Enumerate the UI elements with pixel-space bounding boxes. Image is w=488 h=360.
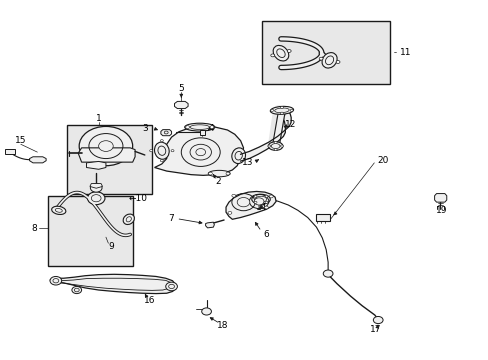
Bar <box>67 125 152 194</box>
Ellipse shape <box>123 214 134 225</box>
Circle shape <box>270 54 274 57</box>
Ellipse shape <box>251 194 270 204</box>
Circle shape <box>87 192 105 204</box>
Polygon shape <box>225 192 276 219</box>
Circle shape <box>274 141 277 144</box>
Text: 19: 19 <box>435 206 446 215</box>
Text: 11: 11 <box>399 48 411 57</box>
Circle shape <box>319 57 323 60</box>
Polygon shape <box>90 184 102 188</box>
Text: 18: 18 <box>216 321 228 330</box>
Text: 5: 5 <box>178 84 184 93</box>
Polygon shape <box>30 157 46 163</box>
Circle shape <box>50 276 61 285</box>
Circle shape <box>72 287 81 294</box>
Circle shape <box>79 126 132 166</box>
Polygon shape <box>174 102 188 109</box>
Circle shape <box>280 112 283 114</box>
Text: 9: 9 <box>108 242 113 251</box>
Circle shape <box>289 109 292 111</box>
Bar <box>261 21 389 84</box>
Circle shape <box>190 144 211 160</box>
Circle shape <box>323 270 332 277</box>
Circle shape <box>254 195 257 197</box>
Ellipse shape <box>231 148 245 163</box>
Circle shape <box>149 150 152 152</box>
Circle shape <box>267 145 270 147</box>
Text: 12: 12 <box>285 120 296 129</box>
Text: 20: 20 <box>377 156 388 165</box>
Polygon shape <box>240 111 290 161</box>
Polygon shape <box>272 111 285 144</box>
Bar <box>47 196 132 266</box>
Circle shape <box>254 201 257 203</box>
Text: 1: 1 <box>96 114 102 123</box>
Circle shape <box>209 126 213 129</box>
Text: 7: 7 <box>168 214 174 223</box>
Circle shape <box>335 60 339 63</box>
Circle shape <box>90 184 102 192</box>
Circle shape <box>264 201 267 203</box>
Circle shape <box>225 172 229 175</box>
Circle shape <box>160 140 163 142</box>
Circle shape <box>208 172 212 175</box>
Circle shape <box>231 194 235 197</box>
Circle shape <box>264 206 268 209</box>
Ellipse shape <box>268 142 283 150</box>
Circle shape <box>237 198 249 207</box>
Circle shape <box>270 109 273 111</box>
Bar <box>200 130 204 135</box>
Polygon shape <box>434 194 446 202</box>
Circle shape <box>165 282 177 291</box>
Polygon shape <box>154 126 243 175</box>
Text: 15: 15 <box>15 136 26 145</box>
Circle shape <box>160 159 163 162</box>
Circle shape <box>269 195 273 198</box>
Text: 16: 16 <box>143 296 155 305</box>
Circle shape <box>280 107 283 109</box>
Text: 14: 14 <box>255 203 266 212</box>
Polygon shape <box>78 148 135 162</box>
Polygon shape <box>86 161 106 169</box>
Bar <box>316 214 329 221</box>
Text: 2: 2 <box>215 176 220 185</box>
Circle shape <box>171 150 174 152</box>
Ellipse shape <box>322 53 336 68</box>
Ellipse shape <box>273 45 288 61</box>
Polygon shape <box>205 222 214 228</box>
Ellipse shape <box>184 123 214 131</box>
Text: 8: 8 <box>31 224 37 233</box>
Ellipse shape <box>208 170 230 177</box>
Circle shape <box>227 211 231 214</box>
Circle shape <box>99 141 113 152</box>
Polygon shape <box>161 130 171 136</box>
Text: 3: 3 <box>142 124 148 133</box>
Circle shape <box>264 195 267 197</box>
Circle shape <box>254 198 264 205</box>
Text: 4: 4 <box>208 124 214 133</box>
Bar <box>5 149 15 154</box>
Circle shape <box>274 149 277 151</box>
Polygon shape <box>50 274 175 294</box>
Text: 13: 13 <box>241 158 253 167</box>
Text: 6: 6 <box>263 230 269 239</box>
Ellipse shape <box>154 142 169 159</box>
Circle shape <box>286 50 290 53</box>
Ellipse shape <box>52 206 66 215</box>
Text: ←10: ←10 <box>128 194 147 203</box>
Circle shape <box>185 126 189 129</box>
Circle shape <box>372 316 382 324</box>
Text: 17: 17 <box>369 325 381 334</box>
Ellipse shape <box>270 106 293 114</box>
Circle shape <box>201 308 211 315</box>
Circle shape <box>280 145 283 147</box>
